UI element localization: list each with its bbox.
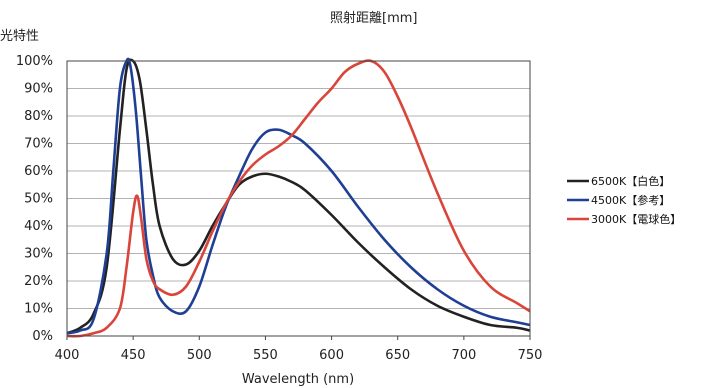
x-tick-labels: 400 450 500 550 600 650 700 750 [55, 336, 543, 363]
y-tick-label: 60% [24, 164, 53, 179]
series-lines [66, 57, 531, 338]
plot-frame [66, 60, 531, 337]
legend-label-1: 4500K【参考】 [591, 193, 670, 207]
series-line-2 [66, 59, 531, 338]
y-tick-label: 30% [24, 247, 53, 262]
x-tick-label: 400 [55, 348, 80, 363]
series-line-1 [66, 57, 531, 335]
y-tick-label: 0% [32, 329, 53, 344]
y-tick-label: 50% [24, 192, 53, 207]
x-axis-title: Wavelength (nm) [242, 372, 354, 387]
x-tick-label: 500 [187, 348, 212, 363]
x-tick-label: 700 [451, 348, 476, 363]
y-tick-label: 20% [24, 274, 53, 289]
x-tick-label: 650 [385, 348, 410, 363]
y-tick-label: 80% [24, 109, 53, 124]
y-tick-label: 100% [16, 54, 53, 69]
x-tick-label: 450 [121, 348, 146, 363]
y-tick-label: 40% [24, 219, 53, 234]
y-tick-label: 90% [24, 82, 53, 97]
y-tick-labels: 0% 10% 20% 30% 40% 50% 60% 70% 80% 90% 100% [16, 54, 53, 344]
x-tick-label: 550 [253, 348, 278, 363]
left-label: 光特性 [0, 29, 39, 44]
legend: 6500K【白色】 4500K【参考】 3000K【電球色】 [567, 174, 681, 226]
x-tick-label: 600 [319, 348, 344, 363]
y-tick-label: 70% [24, 137, 53, 152]
legend-label-0: 6500K【白色】 [591, 174, 670, 188]
legend-label-2: 3000K【電球色】 [591, 212, 681, 226]
top-label: 照射距離[mm] [330, 10, 417, 26]
y-tick-label: 10% [24, 302, 53, 317]
x-tick-label: 750 [518, 348, 543, 363]
